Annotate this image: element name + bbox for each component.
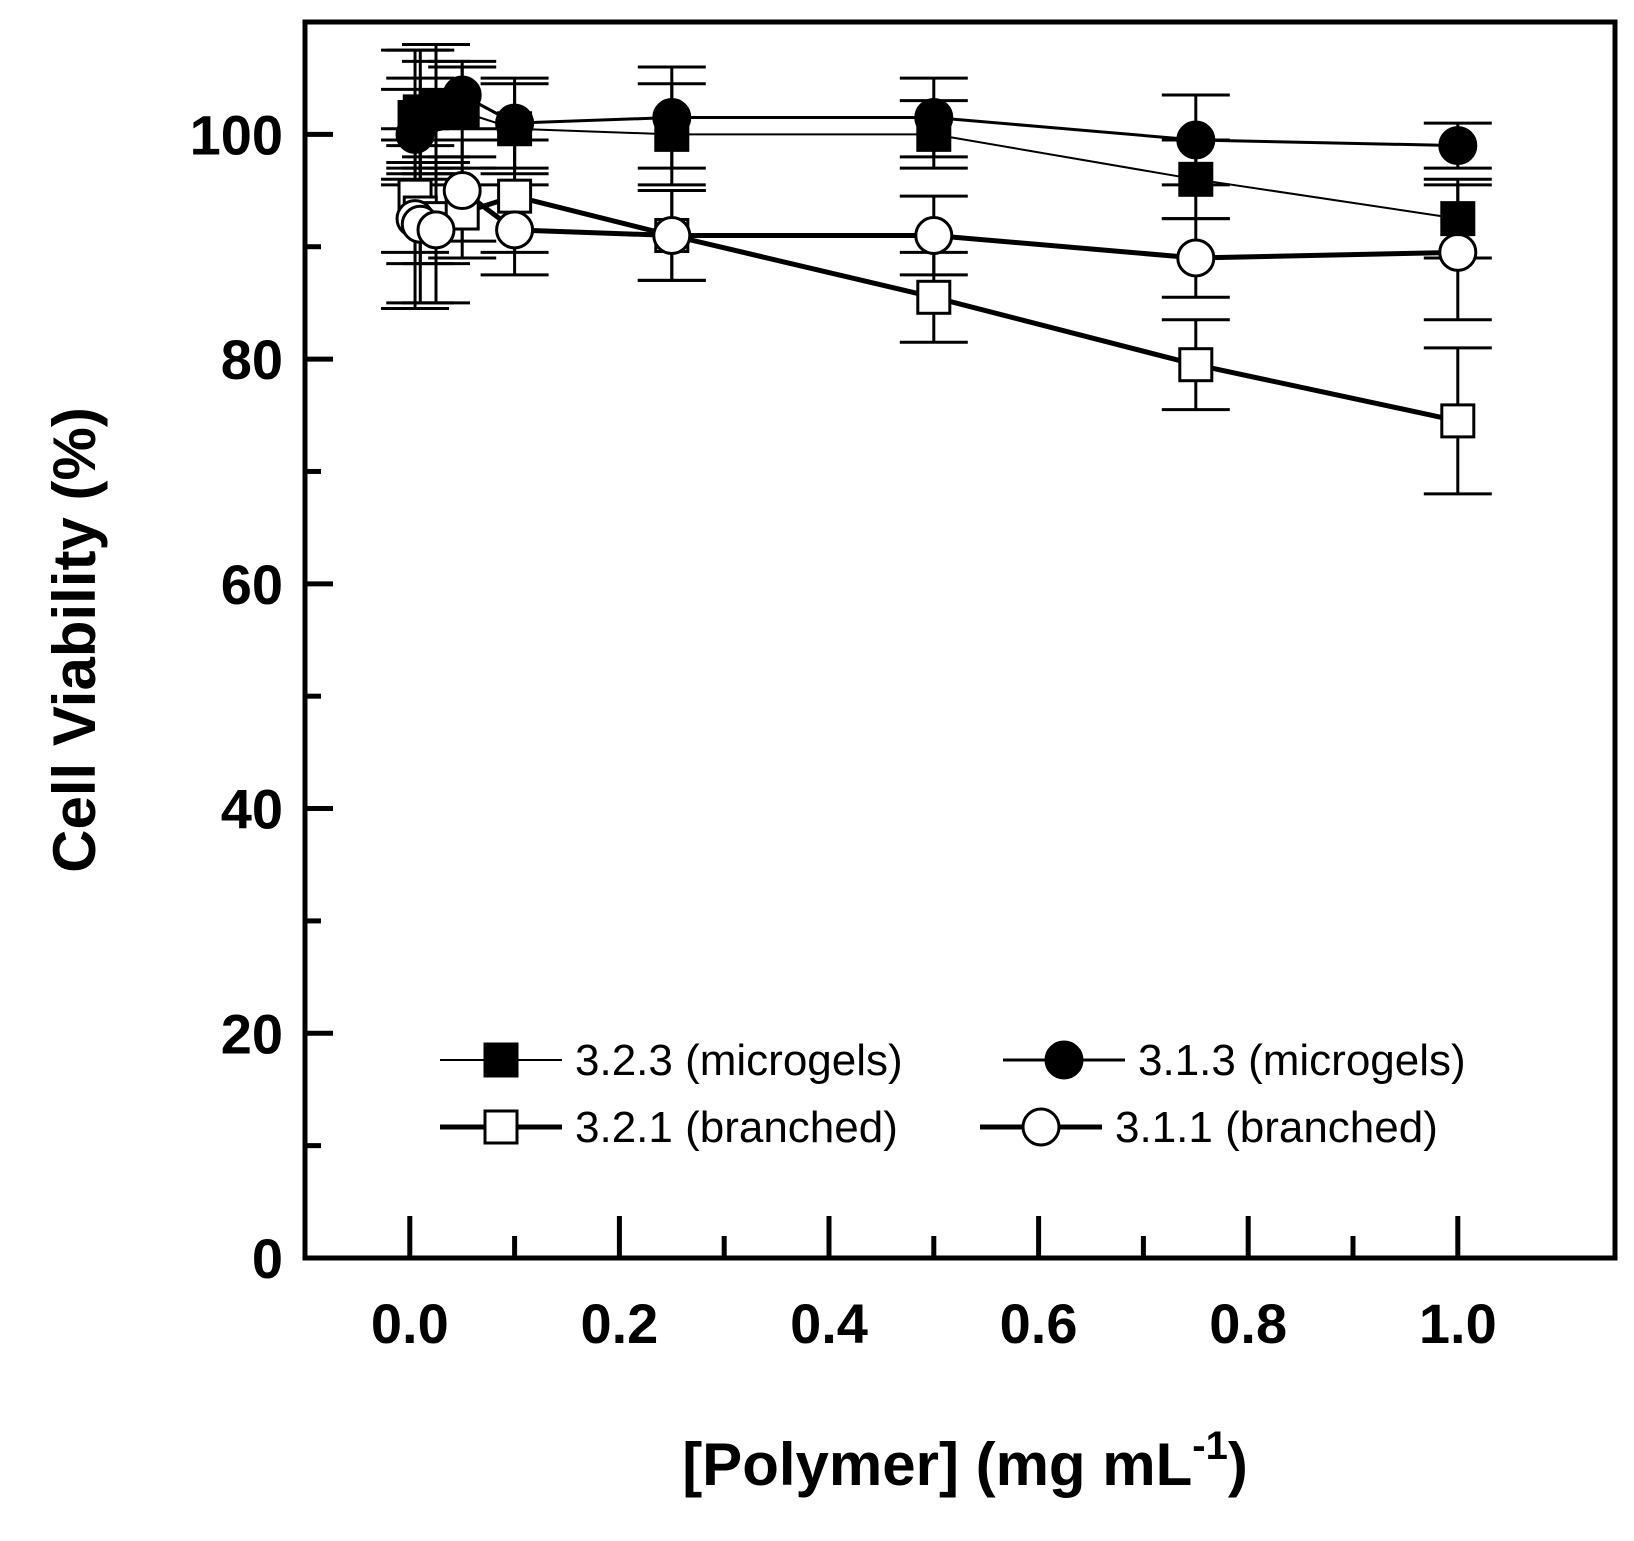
- y-tick-label: 40: [221, 778, 283, 841]
- x-tick-label: 0.8: [1209, 1292, 1287, 1355]
- data-point-3-1-3-microgels: [652, 98, 692, 138]
- data-point-3-2-1-branched: [916, 279, 952, 315]
- legend-label: 3.2.3 (microgels): [575, 1036, 903, 1085]
- data-point-3-2-1-branched: [1178, 347, 1214, 383]
- legend-marker: [1044, 1040, 1084, 1080]
- x-axis-ticks: 0.0 0.2 0.4 0.6 0.8 1.0: [371, 1216, 1497, 1355]
- legend-label: 3.2.1 (branched): [575, 1103, 898, 1152]
- data-point-3-2-3-microgels: [1440, 201, 1476, 237]
- x-axis-title: [Polymer] (mg mL-1): [682, 1424, 1248, 1498]
- legend-marker: [483, 1109, 519, 1145]
- x-tick-label: 0.4: [790, 1292, 868, 1355]
- legend-marker: [1021, 1107, 1061, 1147]
- data-point-3-2-1-branched: [1440, 403, 1476, 439]
- data-point-3-1-1-branched: [442, 171, 482, 211]
- data-point-3-2-3-microgels: [1178, 161, 1214, 197]
- data-point-3-1-1-branched: [914, 215, 954, 255]
- legend-entry: 3.1.1 (branched): [980, 1103, 1438, 1152]
- legend-label: 3.1.3 (microgels): [1138, 1036, 1466, 1085]
- data-point-3-1-1-branched: [652, 215, 692, 255]
- y-tick-label: 60: [221, 553, 283, 616]
- plot-frame: [302, 19, 1618, 1261]
- y-axis-title: Cell Viability (%): [41, 407, 108, 873]
- data-point-3-1-3-microgels: [442, 75, 482, 115]
- y-axis-ticks: 0 20 40 60 80 100: [190, 103, 333, 1290]
- legend-label: 3.1.1 (branched): [1115, 1103, 1438, 1152]
- data-point-3-1-1-branched: [416, 210, 456, 250]
- data-point-3-1-3-microgels: [914, 98, 954, 138]
- x-tick-label: 0.0: [371, 1292, 449, 1355]
- x-axis-title-superscript: -1: [1192, 1424, 1228, 1468]
- markers-layer: [395, 75, 1478, 439]
- y-tick-label: 80: [221, 328, 283, 391]
- legend-entry: 3.2.3 (microgels): [440, 1036, 903, 1085]
- y-tick-label: 100: [190, 103, 283, 166]
- data-point-3-1-3-microgels: [1176, 120, 1216, 160]
- data-point-3-2-1-branched: [497, 178, 533, 214]
- x-tick-label: 1.0: [1419, 1292, 1497, 1355]
- data-point-3-1-1-branched: [495, 210, 535, 250]
- x-tick-label: 0.2: [580, 1292, 658, 1355]
- x-tick-label: 0.6: [1000, 1292, 1078, 1355]
- data-point-3-1-1-branched: [1176, 238, 1216, 278]
- x-axis-title-main: [Polymer] (mg mL: [682, 1431, 1192, 1498]
- x-axis-title-suffix: ): [1228, 1431, 1248, 1498]
- data-point-3-1-3-microgels: [1438, 126, 1478, 166]
- data-point-3-1-3-microgels: [495, 103, 535, 143]
- legend-entry: 3.2.1 (branched): [440, 1103, 898, 1152]
- legend-marker: [483, 1042, 519, 1078]
- legend: 3.2.3 (microgels) 3.1.3 (microgels) 3.2.1 …: [440, 1036, 1466, 1152]
- y-tick-label: 0: [252, 1227, 283, 1290]
- legend-entry: 3.1.3 (microgels): [1003, 1036, 1466, 1085]
- y-tick-label: 20: [221, 1002, 283, 1065]
- data-point-3-1-1-branched: [1438, 232, 1478, 272]
